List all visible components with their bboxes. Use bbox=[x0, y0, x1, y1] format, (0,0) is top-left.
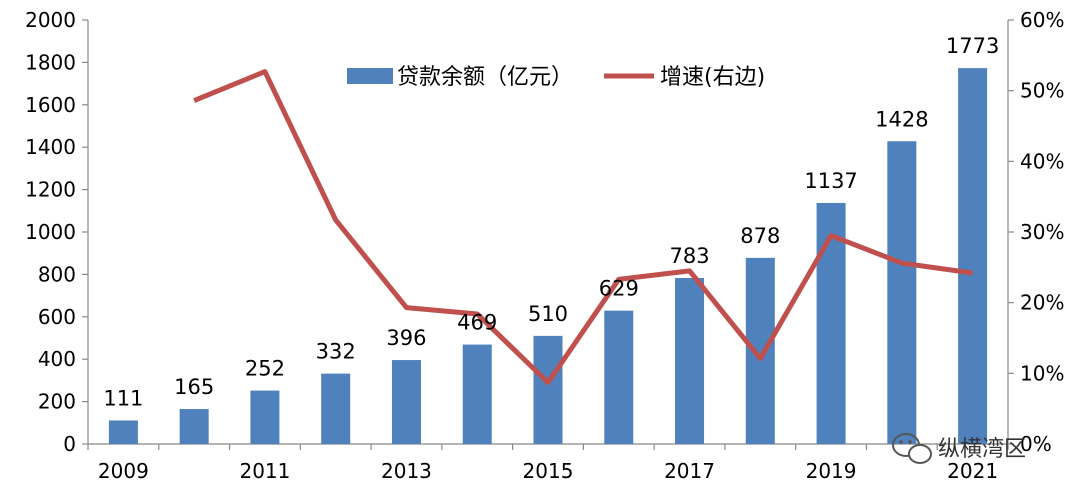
y-right-tick-label: 40% bbox=[1020, 149, 1064, 173]
y-left-tick-label: 600 bbox=[38, 305, 76, 329]
bar-data-label: 165 bbox=[174, 375, 214, 399]
bar bbox=[533, 335, 563, 444]
bar-data-label: 111 bbox=[103, 386, 143, 410]
x-tick-label: 2015 bbox=[523, 459, 574, 483]
bar-data-label: 332 bbox=[316, 340, 356, 364]
bar-series bbox=[108, 68, 988, 445]
legend-label-bar: 贷款余额（亿元） bbox=[397, 65, 573, 90]
bar-data-label: 396 bbox=[386, 326, 426, 350]
growth-line bbox=[193, 69, 973, 386]
y-right-tick-label: 20% bbox=[1020, 291, 1064, 315]
bar bbox=[816, 202, 846, 444]
legend-swatch-bar bbox=[347, 68, 393, 84]
legend-label-line: 增速(右边) bbox=[660, 65, 765, 90]
y-left-tick-label: 800 bbox=[38, 262, 76, 286]
y-right-tick-label: 30% bbox=[1020, 220, 1064, 244]
x-tick-label: 2017 bbox=[664, 459, 715, 483]
bar bbox=[675, 278, 705, 444]
bar-data-label: 469 bbox=[457, 311, 497, 335]
bar-data-label: 629 bbox=[599, 277, 639, 301]
bar-data-label: 1773 bbox=[946, 34, 999, 58]
x-tick-label: 2019 bbox=[806, 459, 857, 483]
axes: 0 200 400 600 800 1000 1200 1400 1600 1800 2000 0% 1… bbox=[25, 8, 1064, 483]
bar bbox=[391, 360, 421, 444]
y-left-tick-label: 1400 bbox=[25, 135, 76, 159]
x-tick-label: 2021 bbox=[947, 459, 998, 483]
bar-data-label: 510 bbox=[528, 302, 568, 326]
bar bbox=[108, 420, 138, 444]
bar bbox=[250, 390, 280, 444]
bar-data-label: 878 bbox=[740, 224, 780, 248]
bar-data-label: 783 bbox=[669, 244, 709, 268]
bar bbox=[462, 344, 492, 444]
y-left-tick-label: 1200 bbox=[25, 178, 76, 202]
legend: 贷款余额（亿元） 增速(右边) bbox=[347, 65, 765, 90]
bar-data-label: 252 bbox=[245, 357, 285, 381]
y-left-tick-label: 400 bbox=[38, 347, 76, 371]
y-right-tick-label: 60% bbox=[1020, 8, 1064, 32]
watermark: 纵横湾区 bbox=[892, 433, 1026, 464]
bar-data-label: 1428 bbox=[875, 107, 928, 131]
line-series bbox=[193, 69, 973, 386]
y-right-tick-label: 0% bbox=[1020, 432, 1052, 456]
bar-data-label: 1137 bbox=[804, 169, 857, 193]
watermark-text: 纵横湾区 bbox=[938, 437, 1026, 462]
y-left-tick-label: 1000 bbox=[25, 220, 76, 244]
y-left-tick-label: 2000 bbox=[25, 8, 76, 32]
x-tick-label: 2011 bbox=[239, 459, 290, 483]
x-tick-label: 2009 bbox=[98, 459, 149, 483]
bar bbox=[179, 409, 209, 444]
bar bbox=[604, 310, 634, 444]
y-right-tick-label: 50% bbox=[1020, 79, 1064, 103]
wechat-icon bbox=[892, 433, 932, 464]
y-left-tick-label: 1800 bbox=[25, 50, 76, 74]
bar bbox=[745, 257, 775, 444]
bar bbox=[958, 68, 988, 445]
data-labels: 111 165 252 332 396 469 510 629 783 878 1137 1428 17… bbox=[103, 34, 999, 410]
y-left-tick-label: 1600 bbox=[25, 93, 76, 117]
bar bbox=[321, 373, 351, 444]
y-left-tick-label: 0 bbox=[63, 432, 76, 456]
y-right-tick-label: 10% bbox=[1020, 361, 1064, 385]
y-left-tick-label: 200 bbox=[38, 390, 76, 414]
x-tick-label: 2013 bbox=[381, 459, 432, 483]
bar bbox=[887, 141, 917, 444]
